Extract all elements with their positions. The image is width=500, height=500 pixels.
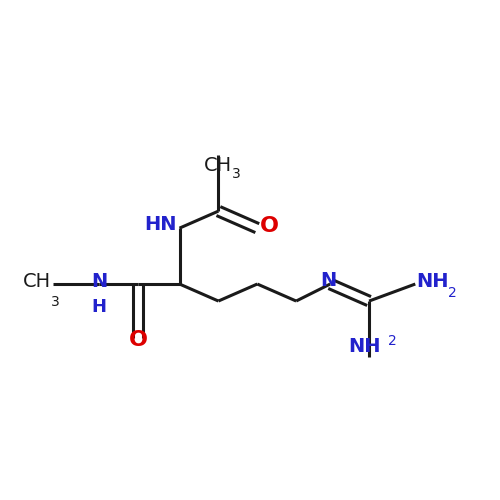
Text: O: O (260, 216, 278, 236)
Text: CH: CH (204, 156, 233, 175)
Text: O: O (128, 330, 148, 350)
Text: NH: NH (416, 272, 449, 291)
Text: H: H (92, 298, 107, 316)
Text: NH: NH (348, 337, 380, 356)
Text: N: N (320, 270, 337, 289)
Text: 2: 2 (388, 334, 396, 348)
Text: 3: 3 (51, 294, 60, 308)
Text: 2: 2 (448, 286, 457, 300)
Text: N: N (91, 272, 108, 291)
Text: 3: 3 (232, 168, 241, 181)
Text: HN: HN (144, 214, 177, 234)
Text: CH: CH (22, 272, 50, 291)
